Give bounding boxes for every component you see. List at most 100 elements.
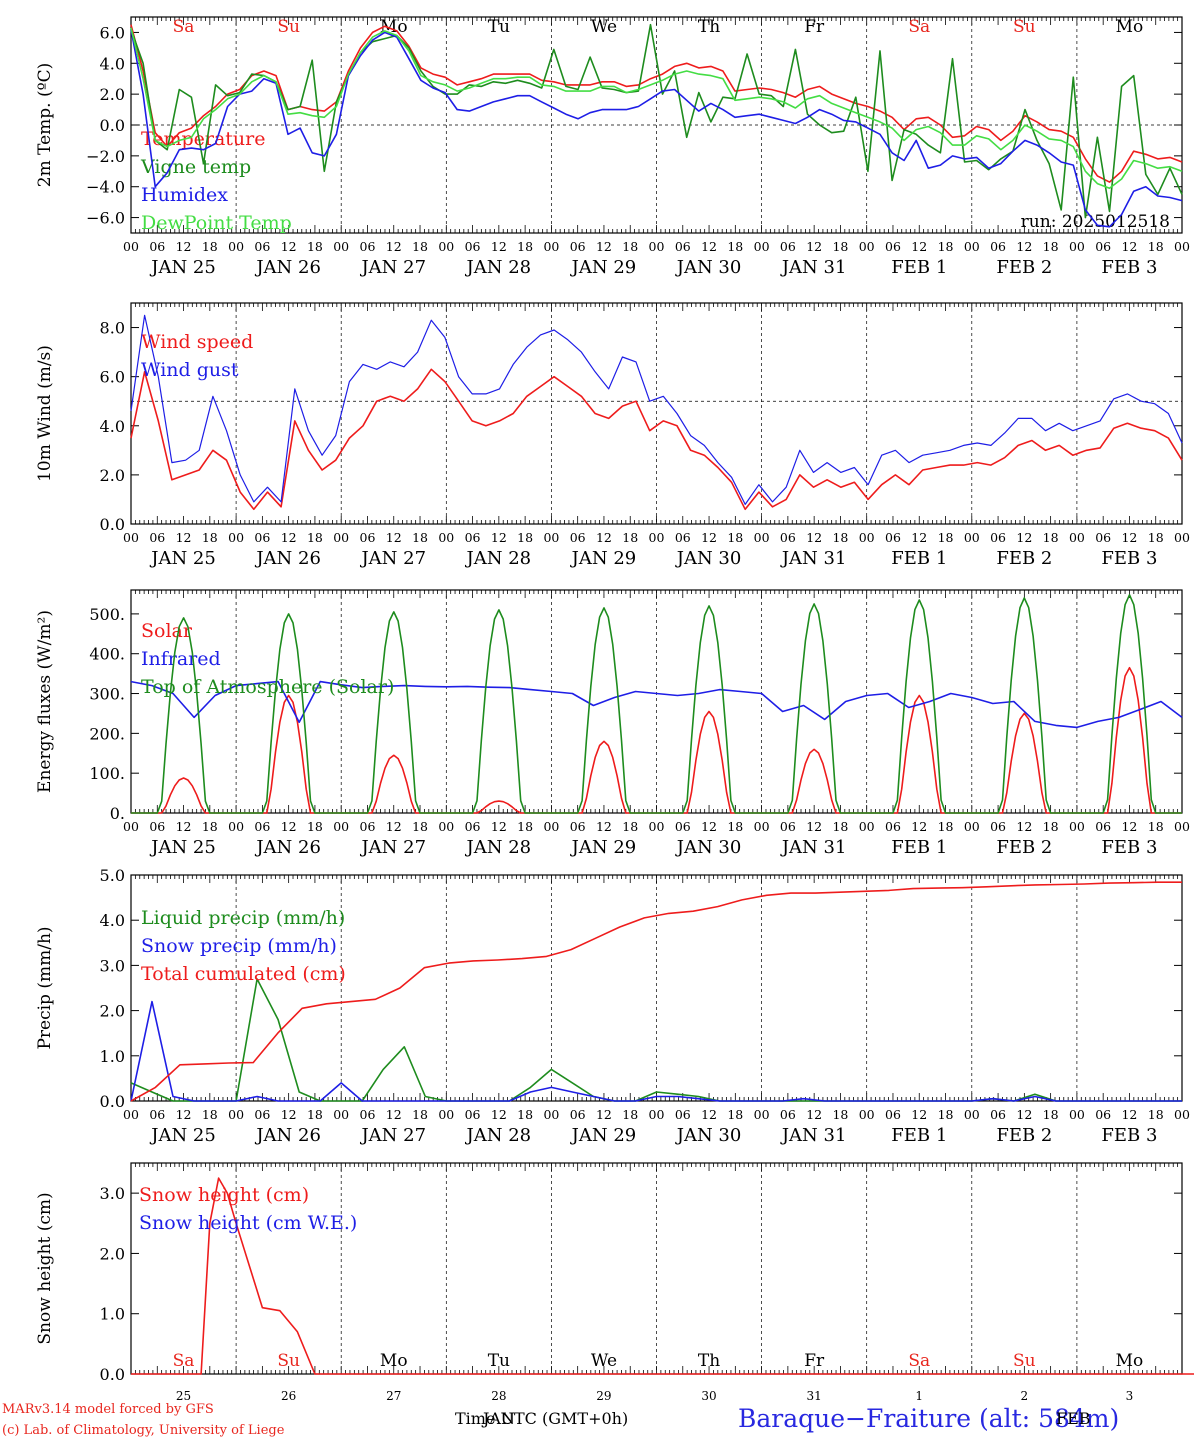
x-date-label: JAN 27: [359, 1125, 426, 1146]
x-hour-label: 12: [386, 819, 402, 834]
legend-entry: Snow precip (mm/h): [141, 935, 337, 957]
x-hour-label: 00: [649, 239, 665, 254]
x-hour-label: 06: [465, 239, 481, 254]
x-hour-label: 12: [1016, 239, 1032, 254]
panel-3: 0. 100. 200. 300. 400. 500. Energy fluxes (W/m…: [35, 589, 1190, 858]
x-hour-label: 00: [228, 819, 244, 834]
x-date-label: JAN 26: [254, 257, 321, 278]
x-hour-label: 18: [1148, 819, 1164, 834]
x-date-number: 2: [1021, 1389, 1029, 1403]
x-hour-label: 06: [254, 1107, 270, 1122]
day-label: Sa: [908, 17, 930, 37]
x-date-number: 28: [491, 1389, 506, 1403]
x-hour-label: 12: [596, 530, 612, 545]
x-date-label: JAN 28: [465, 257, 532, 278]
x-date-label: FEB 3: [1101, 1125, 1157, 1146]
x-date-number: 29: [596, 1389, 611, 1403]
x-date-label: JAN 30: [675, 1125, 742, 1146]
y-tick-label: 0.0: [100, 1092, 125, 1111]
x-hour-label: 18: [938, 239, 954, 254]
day-label: Mo: [380, 1351, 408, 1371]
x-hour-label: 12: [281, 1107, 297, 1122]
x-date-label: JAN 30: [675, 257, 742, 278]
x-hour-label: 06: [570, 530, 586, 545]
x-hour-label: 18: [1043, 819, 1059, 834]
x-hour-label: 18: [832, 819, 848, 834]
x-date-number: 3: [1126, 1389, 1134, 1403]
x-hour-label: 06: [254, 530, 270, 545]
series-2: [130, 1000, 1182, 1102]
y-axis-label: 10m Wind (m/s): [35, 345, 55, 482]
panel-4: 0.0 1.0 2.0 3.0 4.0 5.0 Precip (mm/h) 00 06 12 18 0…: [35, 866, 1190, 1146]
y-tick-label: 0.: [110, 804, 125, 823]
x-date-label: JAN 30: [675, 548, 742, 569]
day-label: Mo: [1116, 1351, 1144, 1371]
legend-entry: Solar: [141, 620, 193, 642]
x-date-label: FEB 1: [891, 257, 947, 278]
y-tick-label: 500.: [89, 605, 125, 624]
x-hour-label: 00: [649, 1107, 665, 1122]
day-label: Mo: [1116, 17, 1144, 37]
x-hour-label: 18: [307, 819, 323, 834]
series-3: [130, 29, 1183, 228]
x-hour-label: 00: [543, 530, 559, 545]
x-date-label: JAN 29: [570, 1125, 637, 1146]
x-hour-label: 12: [176, 1107, 192, 1122]
x-hour-label: 18: [517, 1107, 533, 1122]
x-hour-label: 00: [1069, 239, 1085, 254]
x-hour-label: 00: [543, 819, 559, 834]
x-hour-label: 12: [491, 530, 507, 545]
x-hour-label: 18: [517, 530, 533, 545]
day-label: We: [591, 17, 617, 37]
x-date-label: JAN 27: [359, 837, 426, 858]
y-tick-label: 200.: [89, 724, 125, 743]
x-hour-label: 00: [438, 530, 454, 545]
x-hour-label: 12: [1016, 530, 1032, 545]
x-hour-label: 06: [780, 819, 796, 834]
x-hour-label: 00: [964, 819, 980, 834]
y-tick-label: −4.0: [86, 178, 125, 197]
y-tick-label: −6.0: [86, 209, 125, 228]
x-hour-label: 12: [596, 819, 612, 834]
x-hour-label: 12: [806, 1107, 822, 1122]
x-hour-label: 18: [202, 530, 218, 545]
day-label: We: [591, 1351, 617, 1371]
x-hour-label: 12: [386, 1107, 402, 1122]
x-hour-label: 00: [1174, 1107, 1190, 1122]
panel-2: 0.0 2.0 4.0 6.0 8.0 10m Wind (m/s) 00 06 12 18 00 0…: [35, 302, 1190, 569]
y-tick-label: 0.0: [100, 515, 125, 534]
y-tick-label: 0.0: [100, 116, 125, 135]
x-hour-label: 00: [859, 1107, 875, 1122]
x-date-label: FEB 3: [1101, 257, 1157, 278]
y-tick-label: 1.0: [100, 1305, 125, 1324]
x-hour-label: 00: [123, 1107, 139, 1122]
x-hour-label: 12: [806, 239, 822, 254]
credit-line-1: MARv3.14 model forced by GFS: [2, 1402, 214, 1417]
legend-entry: Wind gust: [141, 359, 239, 381]
x-hour-label: 12: [701, 1107, 717, 1122]
y-tick-label: 4.0: [100, 417, 125, 436]
x-date-label: FEB 2: [996, 837, 1052, 858]
x-date-label: JAN 28: [465, 837, 532, 858]
y-tick-label: 3.0: [100, 956, 125, 975]
x-hour-label: 06: [675, 530, 691, 545]
y-axis-label: Energy fluxes (W/m²): [35, 610, 55, 793]
x-hour-label: 00: [543, 239, 559, 254]
x-hour-label: 00: [333, 530, 349, 545]
x-date-label: JAN 29: [570, 257, 637, 278]
y-tick-label: 4.0: [100, 54, 125, 73]
x-hour-label: 18: [412, 530, 428, 545]
x-hour-label: 00: [754, 239, 770, 254]
x-date-label: FEB 2: [996, 548, 1052, 569]
y-tick-label: 0.0: [100, 1365, 125, 1384]
y-tick-label: 2.0: [100, 1244, 125, 1263]
x-date-label: FEB 2: [996, 257, 1052, 278]
x-date-label: FEB 3: [1101, 548, 1157, 569]
legend-entry: Top of Atmosphere (Solar): [141, 676, 394, 698]
x-hour-label: 00: [859, 819, 875, 834]
x-hour-label: 18: [727, 530, 743, 545]
x-date-label: JAN 31: [780, 1125, 847, 1146]
x-hour-label: 00: [438, 1107, 454, 1122]
day-label: Th: [698, 17, 720, 37]
x-hour-label: 12: [281, 530, 297, 545]
